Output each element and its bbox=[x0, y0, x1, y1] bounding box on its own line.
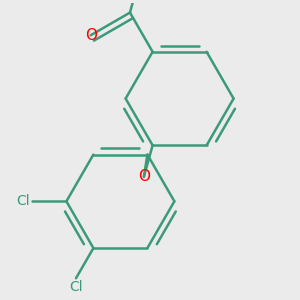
Text: Cl: Cl bbox=[16, 194, 30, 208]
Text: Cl: Cl bbox=[69, 280, 83, 294]
Text: O: O bbox=[85, 28, 97, 43]
Text: O: O bbox=[138, 169, 150, 184]
